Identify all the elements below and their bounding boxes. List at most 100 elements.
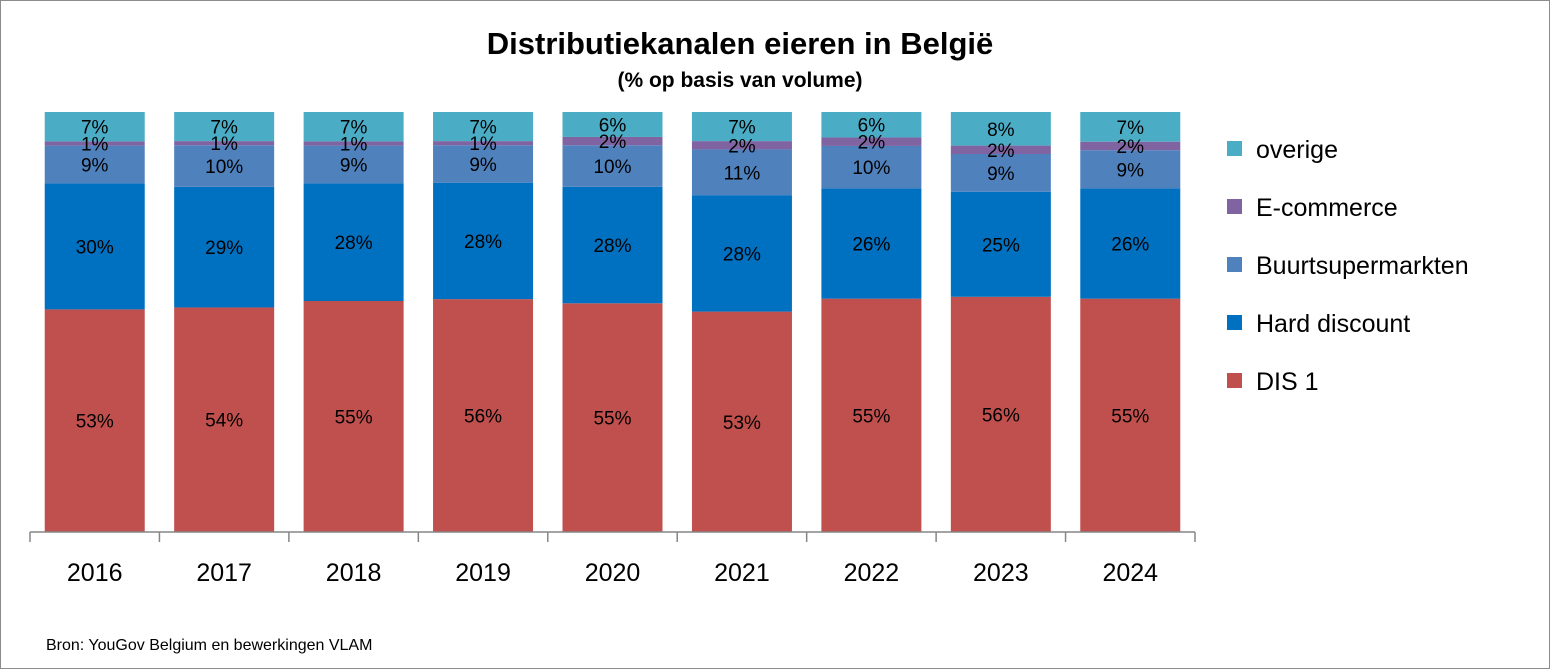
bar-segment-2018-buurtsupermarkten [303, 145, 404, 184]
bar-segment-2022-dis-1 [821, 298, 922, 532]
bar-segment-2017-overige [174, 112, 275, 142]
bar-segment-2024-dis-1 [1080, 298, 1181, 532]
data-label-2019-overige: 7% [469, 118, 497, 139]
bar-segment-2023-e-commerce [950, 145, 1051, 154]
bar-segment-2020-dis-1 [562, 303, 663, 532]
data-label-2022-buurtsupermarkten: 10% [852, 158, 890, 179]
data-label-2021-overige: 7% [728, 118, 756, 139]
bar-segment-2021-e-commerce [691, 141, 792, 150]
bar-segment-2017-buurtsupermarkten [174, 145, 275, 187]
bar-segment-2022-buurtsupermarkten [821, 145, 922, 189]
bar-segment-2018-hard-discount [303, 183, 404, 301]
data-label-2017-buurtsupermarkten: 10% [205, 157, 243, 178]
bar-segment-2021-overige [691, 112, 792, 142]
bar-segment-2017-dis-1 [174, 307, 275, 532]
bar-segment-2016-hard-discount [44, 183, 145, 310]
data-label-2022-dis-1: 55% [852, 406, 890, 427]
x-tick-label-2023: 2023 [973, 559, 1029, 587]
bar-segment-2019-e-commerce [433, 141, 534, 146]
x-tick-label-2020: 2020 [585, 559, 641, 587]
data-label-2018-overige: 7% [340, 118, 368, 139]
legend-label-buurtsupermarkten: Buurtsupermarkten [1256, 252, 1469, 280]
bar-segment-2023-overige [950, 112, 1051, 146]
data-label-2024-e-commerce: 2% [1117, 137, 1145, 158]
bar-segment-2019-dis-1 [433, 299, 534, 532]
data-label-2023-hard-discount: 25% [982, 235, 1020, 256]
bar-segment-2021-hard-discount [691, 195, 792, 312]
x-tick-label-2018: 2018 [326, 559, 382, 587]
data-label-2018-dis-1: 55% [335, 408, 373, 429]
bar-segment-2022-e-commerce [821, 137, 922, 146]
bar-segment-2023-buurtsupermarkten [950, 154, 1051, 192]
legend-swatch-overige [1227, 141, 1242, 156]
bar-segment-2016-e-commerce [44, 141, 145, 146]
legend-swatch-buurtsupermarkten [1227, 257, 1242, 272]
chart-subtitle: (% op basis van volume) [617, 69, 862, 92]
x-tick-label-2017: 2017 [196, 559, 252, 587]
data-label-2023-dis-1: 56% [982, 405, 1020, 426]
data-label-2020-hard-discount: 28% [593, 236, 631, 257]
bar-segment-2016-overige [44, 112, 145, 142]
legend-label-dis-1: DIS 1 [1256, 368, 1319, 396]
bar-segment-2020-hard-discount [562, 186, 663, 304]
data-label-2016-dis-1: 53% [76, 412, 114, 433]
data-label-2024-overige: 7% [1117, 118, 1145, 139]
legend-swatch-hard-discount [1227, 315, 1242, 330]
bar-segment-2019-hard-discount [433, 182, 534, 300]
source-note: Bron: YouGov Belgium en bewerkingen VLAM [46, 637, 372, 654]
chart-title: Distributiekanalen eieren in België [487, 26, 994, 61]
x-tick-label-2024: 2024 [1102, 559, 1158, 587]
legend: overige E-commerce Buurtsupermarkten Hard d… [1227, 136, 1469, 396]
bar-segment-2019-overige [433, 112, 534, 142]
data-label-2018-e-commerce: 1% [340, 135, 368, 156]
data-label-2017-e-commerce: 1% [210, 134, 238, 155]
x-tick-label-2021: 2021 [714, 559, 770, 587]
data-label-2016-hard-discount: 30% [76, 237, 114, 258]
data-label-2016-e-commerce: 1% [81, 135, 109, 156]
bar-segment-2022-overige [821, 112, 922, 138]
bar-segment-2017-hard-discount [174, 186, 275, 308]
data-label-2023-e-commerce: 2% [987, 141, 1015, 162]
data-label-2017-hard-discount: 29% [205, 238, 243, 259]
data-label-2016-overige: 7% [81, 118, 109, 139]
data-label-2016-buurtsupermarkten: 9% [81, 156, 109, 177]
data-label-2023-buurtsupermarkten: 9% [987, 164, 1015, 185]
bar-segment-2022-hard-discount [821, 188, 922, 299]
data-label-2020-overige: 6% [599, 115, 627, 136]
bar-segment-2021-buurtsupermarkten [691, 149, 792, 196]
legend-swatch-dis-1 [1227, 373, 1242, 388]
bar-segment-2023-dis-1 [950, 296, 1051, 532]
data-label-2020-e-commerce: 2% [599, 132, 627, 153]
bar-segment-2024-hard-discount [1080, 188, 1181, 299]
data-label-2022-overige: 6% [858, 116, 886, 137]
bar-segment-2020-buurtsupermarkten [562, 145, 663, 187]
bar-segment-2024-e-commerce [1080, 141, 1181, 151]
bar-segment-2016-buurtsupermarkten [44, 145, 145, 184]
bar-segment-2023-hard-discount [950, 191, 1051, 297]
segment-labels-group: 53%30%9%1%7%54%29%10%1%7%55%28%9%1%7%56%… [76, 115, 1150, 433]
legend-label-overige: overige [1256, 136, 1338, 164]
data-label-2022-e-commerce: 2% [858, 133, 886, 154]
x-tick-label-2022: 2022 [844, 559, 900, 587]
data-label-2022-hard-discount: 26% [852, 235, 890, 256]
data-label-2018-buurtsupermarkten: 9% [340, 156, 368, 177]
bar-segment-2024-buurtsupermarkten [1080, 150, 1181, 189]
x-tick-label-2019: 2019 [455, 559, 511, 587]
data-label-2021-e-commerce: 2% [728, 136, 756, 157]
legend-label-hard-discount: Hard discount [1256, 310, 1410, 338]
data-label-2023-overige: 8% [987, 120, 1015, 141]
data-label-2017-overige: 7% [210, 118, 238, 139]
data-label-2021-hard-discount: 28% [723, 244, 761, 265]
data-label-2021-dis-1: 53% [723, 413, 761, 434]
data-label-2017-dis-1: 54% [205, 411, 243, 432]
legend-label-e-commerce: E-commerce [1256, 194, 1398, 222]
data-label-2024-hard-discount: 26% [1111, 235, 1149, 256]
x-tick-label-2016: 2016 [67, 559, 123, 587]
data-label-2024-buurtsupermarkten: 9% [1117, 160, 1145, 181]
data-label-2020-buurtsupermarkten: 10% [593, 157, 631, 178]
bars-group [44, 112, 1181, 532]
bar-segment-2020-overige [562, 112, 663, 137]
bar-segment-2021-dis-1 [691, 311, 792, 532]
data-label-2019-hard-discount: 28% [464, 232, 502, 253]
